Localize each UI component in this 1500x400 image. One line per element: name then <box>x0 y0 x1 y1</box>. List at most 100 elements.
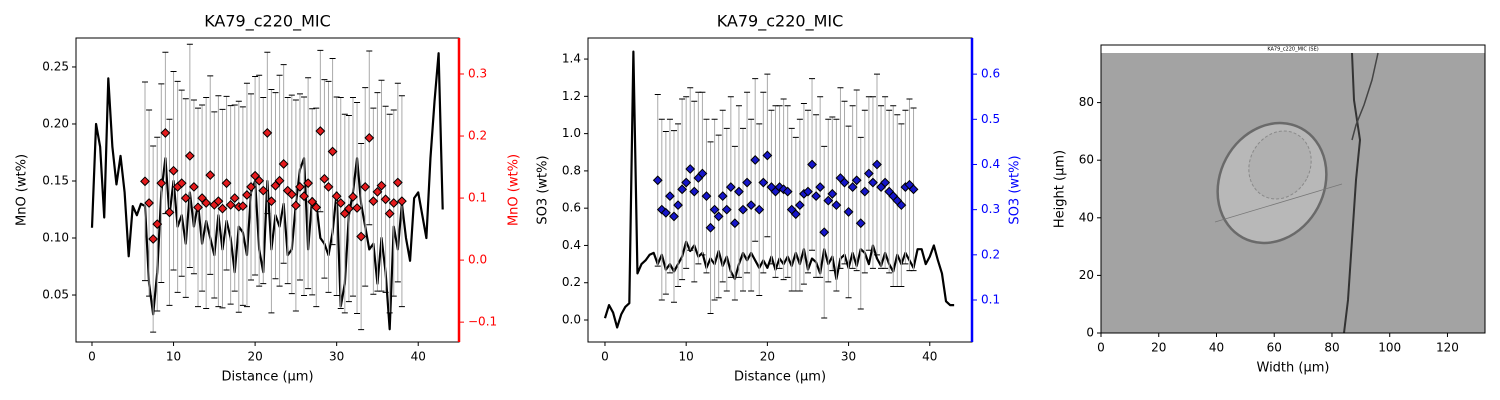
x-tick-label: 30 <box>841 350 856 364</box>
y2-axis-label: SO3 (wt%) <box>1008 155 1023 224</box>
y-tick-label: 80 <box>1079 95 1094 109</box>
error-cap <box>296 93 303 281</box>
crack <box>1351 52 1379 141</box>
data-point <box>713 211 724 222</box>
error-cap <box>211 111 218 299</box>
data-point <box>343 203 354 214</box>
micrograph: KA79_c220_MIC (SE) <box>1101 45 1485 333</box>
data-point <box>262 128 273 138</box>
error-cap <box>141 81 148 282</box>
data-point <box>376 180 387 191</box>
error-cap <box>223 95 230 271</box>
y-axis-label: SO3 (wt%) <box>536 155 551 224</box>
error-cap <box>849 105 856 269</box>
error-cap <box>252 75 259 276</box>
data-point <box>685 164 696 174</box>
error-cap <box>329 57 336 246</box>
error-cap <box>910 107 917 272</box>
data-point <box>319 173 330 184</box>
data-point <box>709 204 720 215</box>
image-header <box>1101 45 1485 53</box>
y2-axis-label: MnO (wt%) <box>507 154 522 226</box>
data-point <box>843 207 854 217</box>
y2-tick-label: 0.1 <box>981 292 1000 306</box>
data-point <box>746 200 757 211</box>
data-point <box>290 200 301 211</box>
data-point <box>778 184 789 195</box>
error-cap <box>675 123 682 287</box>
error-cap <box>715 134 722 299</box>
chart-title: KA79_c220_MIC <box>204 12 331 32</box>
error-cap <box>264 51 271 215</box>
data-point <box>705 222 716 233</box>
error-cap <box>825 118 832 283</box>
error-cap <box>166 118 173 306</box>
x-tick-label: 10 <box>166 350 181 364</box>
error-cap <box>780 98 787 281</box>
error-cap <box>756 123 763 296</box>
error-cap <box>683 96 690 269</box>
particle-texture <box>1248 130 1312 200</box>
error-cap <box>178 89 185 277</box>
error-cap <box>284 97 291 285</box>
error-cap <box>886 109 893 274</box>
error-cap <box>366 50 373 226</box>
y2-tick-label: 0.3 <box>981 202 1000 216</box>
data-point <box>673 200 683 211</box>
y-tick-label: 0.20 <box>42 116 69 130</box>
error-cap <box>292 99 299 312</box>
x-tick-label: 20 <box>247 350 262 364</box>
data-point <box>176 178 187 189</box>
data-point <box>803 186 813 197</box>
x-axis-label: Distance (µm) <box>221 370 313 385</box>
error-cap <box>370 107 377 295</box>
data-point <box>266 196 277 207</box>
data-point <box>331 191 342 202</box>
error-cap <box>841 100 848 265</box>
x-tick-label: 0 <box>601 350 609 364</box>
data-point <box>327 146 338 157</box>
plot-frame <box>1100 44 1486 334</box>
error-cap <box>358 142 365 331</box>
data-point <box>217 203 228 214</box>
error-cap <box>203 97 210 309</box>
y2-tick-label: 0.4 <box>981 157 1000 171</box>
data-point <box>880 177 891 188</box>
error-cap <box>239 106 246 306</box>
data-point <box>665 191 675 202</box>
data-point <box>323 181 334 192</box>
error-cap <box>378 79 385 292</box>
error-cap <box>748 118 755 292</box>
data-point <box>311 202 322 213</box>
error-cap <box>829 116 836 272</box>
data-point <box>258 185 269 196</box>
x-tick-label: 20 <box>1151 341 1166 355</box>
data-point <box>242 190 252 200</box>
error-cap <box>784 105 791 278</box>
error-cap <box>873 73 880 256</box>
error-cap <box>658 118 665 301</box>
x-tick-label: 40 <box>1209 341 1224 355</box>
data-point <box>762 150 773 161</box>
data-point <box>681 177 692 188</box>
data-point <box>717 191 728 202</box>
x-tick-label: 0 <box>1097 341 1105 355</box>
data-point <box>229 193 240 203</box>
y-tick-label: 0.25 <box>42 59 69 73</box>
data-point <box>725 182 736 192</box>
data-point <box>152 219 163 230</box>
error-cap <box>662 131 669 295</box>
data-point <box>774 182 785 192</box>
error-cap <box>707 141 714 315</box>
data-point <box>315 126 326 136</box>
data-point <box>286 189 297 200</box>
error-cap <box>362 87 369 287</box>
data-point <box>397 196 407 207</box>
error-cap <box>235 100 242 313</box>
data-point <box>734 186 744 197</box>
error-cap <box>150 145 157 333</box>
y-tick-label: 0.15 <box>42 173 69 187</box>
error-cap <box>691 100 698 283</box>
error-cap <box>760 91 767 274</box>
error-cap <box>654 93 661 267</box>
